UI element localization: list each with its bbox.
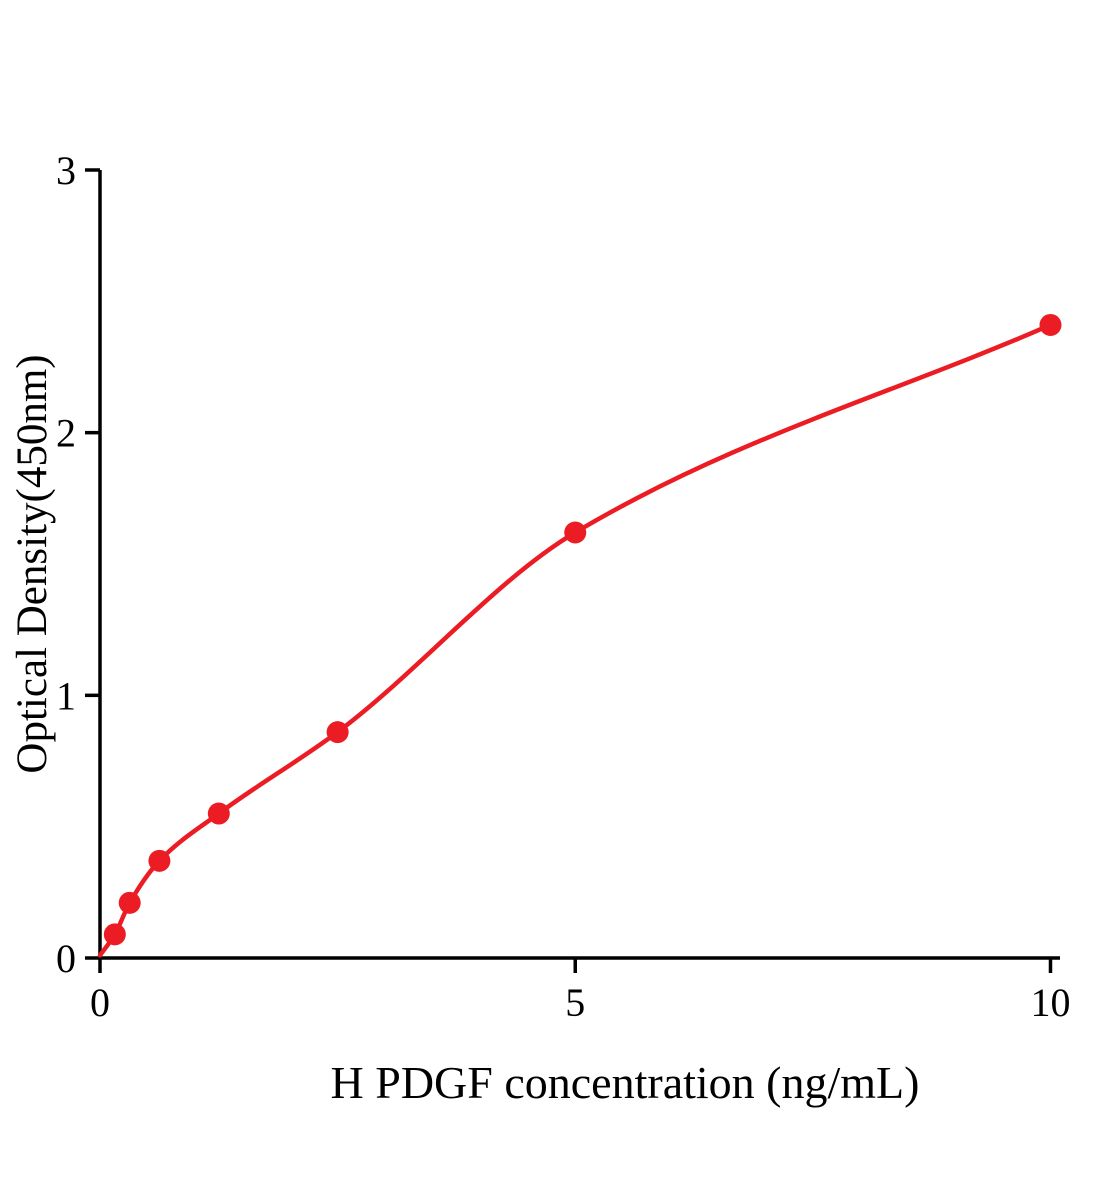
y-tick-label: 3 <box>56 148 76 193</box>
x-tick-label: 5 <box>565 980 585 1025</box>
axis-ticks <box>85 168 1053 973</box>
data-point <box>564 521 587 544</box>
data-point <box>118 891 141 914</box>
axis-tick-labels: 0 1 2 3 0 5 10 <box>56 148 1070 1025</box>
axes <box>98 170 1060 960</box>
y-axis-label: Optical Density(450nm) <box>9 354 56 773</box>
data-point <box>103 923 126 946</box>
fit-curve <box>97 322 1053 958</box>
data-points <box>103 313 1062 946</box>
data-point <box>326 721 349 744</box>
y-tick-label: 2 <box>56 411 76 456</box>
y-tick-label: 0 <box>56 936 76 981</box>
data-point <box>207 802 230 825</box>
data-point <box>148 849 171 872</box>
x-tick-label: 10 <box>1030 980 1070 1025</box>
x-axis-label: H PDGF concentration (ng/mL) <box>331 1057 920 1108</box>
data-point <box>1039 313 1062 336</box>
y-tick-label: 1 <box>56 673 76 718</box>
x-tick-label: 0 <box>90 980 110 1025</box>
